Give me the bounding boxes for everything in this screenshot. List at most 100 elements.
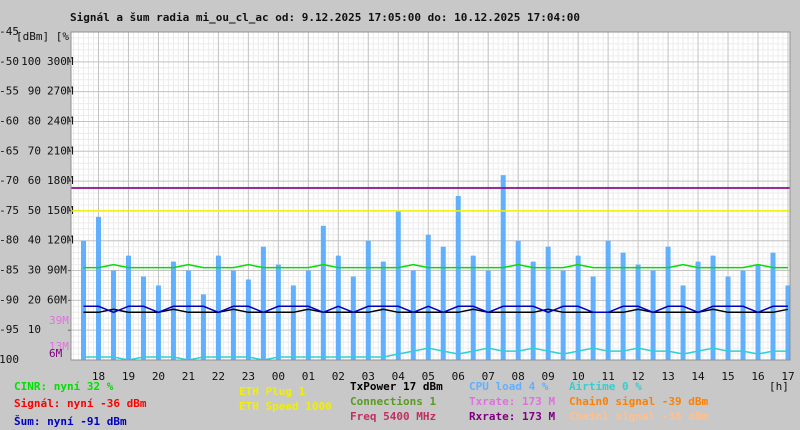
y2-tick-label: 80	[28, 114, 41, 127]
x-tick-label: 07	[482, 370, 495, 383]
legend-entry: Šum: nyní -91 dBm	[14, 415, 127, 428]
y-tick-label: -45	[0, 25, 19, 38]
y-tick-label: -55	[0, 85, 19, 98]
x-tick-label: 16	[751, 370, 764, 383]
y2-tick-label: 60	[28, 174, 41, 187]
bar	[320, 225, 326, 360]
y-tick-label: -80	[0, 234, 19, 247]
bar	[650, 270, 656, 360]
legend-entry: Chain0 signal -39 dBm	[569, 395, 708, 408]
y-axis-header: [dBm] [%]	[16, 30, 76, 43]
series-line	[83, 263, 788, 269]
y-tick-label: -70	[0, 174, 19, 187]
y-tick-label: -75	[0, 204, 19, 217]
bar	[170, 261, 176, 360]
series-line	[83, 305, 788, 314]
bar	[605, 240, 611, 360]
legend-entry: Chain1 signal -38 dBm	[569, 410, 708, 423]
y3-tick-label: 150M	[47, 204, 74, 217]
series-line	[83, 347, 788, 360]
x-unit: [h]	[769, 380, 789, 393]
bar	[710, 255, 716, 360]
bar	[680, 285, 686, 360]
y3-tick-label: 90M	[47, 264, 67, 277]
bar	[545, 246, 551, 360]
y3-tick-label: 180M	[47, 174, 74, 187]
x-tick-label: 01	[302, 370, 315, 383]
bar	[185, 270, 191, 360]
x-tick-label: 06	[452, 370, 465, 383]
plot-border	[70, 31, 791, 361]
chart-title: Signál a šum radia mi_ou_cl_ac od: 9.12.…	[70, 11, 580, 24]
bar	[260, 246, 266, 360]
x-tick-label: 21	[182, 370, 195, 383]
y2-tick-label: 100	[21, 55, 41, 68]
x-tick-label: 14	[691, 370, 705, 383]
x-tick-label: 15	[721, 370, 734, 383]
y2-tick-label: 90	[28, 85, 41, 98]
bar	[215, 255, 221, 360]
bar	[740, 270, 746, 360]
y3-tick-label: 210M	[47, 144, 74, 157]
x-tick-label: 10	[572, 370, 585, 383]
y-tick-label: -85	[0, 264, 19, 277]
y2-tick-label: 50	[28, 204, 41, 217]
x-tick-label: 09	[542, 370, 555, 383]
y-tick-label: -65	[0, 144, 19, 157]
bar	[110, 270, 116, 360]
y-tick-label: -100	[0, 353, 19, 366]
bar	[380, 261, 386, 360]
bar	[81, 240, 87, 360]
legend-entry: Txrate: 173 M	[469, 395, 555, 408]
legend-entry: Freq 5400 MHz	[350, 410, 436, 423]
bar	[785, 285, 790, 360]
marker-label: 6M	[49, 347, 63, 360]
x-tick-label: 02	[332, 370, 345, 383]
bar	[350, 276, 356, 360]
legend-entry: Rxrate: 173 M	[469, 410, 555, 423]
bar	[665, 246, 671, 360]
bar	[515, 240, 521, 360]
legend-entry: CINR: nyní 32 %	[14, 380, 114, 393]
bar	[530, 261, 536, 360]
bar	[485, 270, 491, 360]
bar	[695, 261, 701, 360]
bar	[95, 216, 101, 360]
bar	[470, 255, 476, 360]
x-tick-label: 03	[362, 370, 375, 383]
y2-tick-label: 70	[28, 144, 41, 157]
series-line	[83, 308, 789, 314]
y2-tick-label: 40	[28, 234, 41, 247]
bar	[560, 270, 566, 360]
y-tick-label: -90	[0, 293, 19, 306]
bar	[155, 285, 161, 360]
x-tick-label: 05	[422, 370, 435, 383]
legend-entry: Signál: nyní -36 dBm	[14, 397, 147, 410]
y3-tick-label: 60M	[47, 293, 67, 306]
x-tick-label: 13	[661, 370, 674, 383]
x-tick-label: 04	[392, 370, 406, 383]
y3-tick-label: 240M	[47, 114, 74, 127]
legend-entry: ETH Plug 1	[239, 385, 306, 398]
x-tick-label: 11	[601, 370, 614, 383]
x-tick-label: 12	[631, 370, 644, 383]
bar	[395, 210, 401, 360]
bar	[200, 294, 206, 360]
bar	[590, 276, 596, 360]
bar	[440, 246, 446, 360]
x-tick-label: 18	[92, 370, 105, 383]
bar	[335, 255, 341, 360]
x-tick-label: 20	[152, 370, 165, 383]
bar	[575, 255, 581, 360]
y2-tick-label: 30	[28, 264, 41, 277]
legend-entry: Connections 1	[350, 395, 436, 408]
x-tick-label: 23	[242, 370, 255, 383]
marker-label: 13M	[49, 340, 69, 353]
y-tick-label: -50	[0, 55, 19, 68]
x-tick-label: 00	[272, 370, 285, 383]
x-tick-label: 19	[122, 370, 135, 383]
bar	[290, 285, 296, 360]
legend-entry: ETH Speed 1000	[239, 400, 332, 413]
